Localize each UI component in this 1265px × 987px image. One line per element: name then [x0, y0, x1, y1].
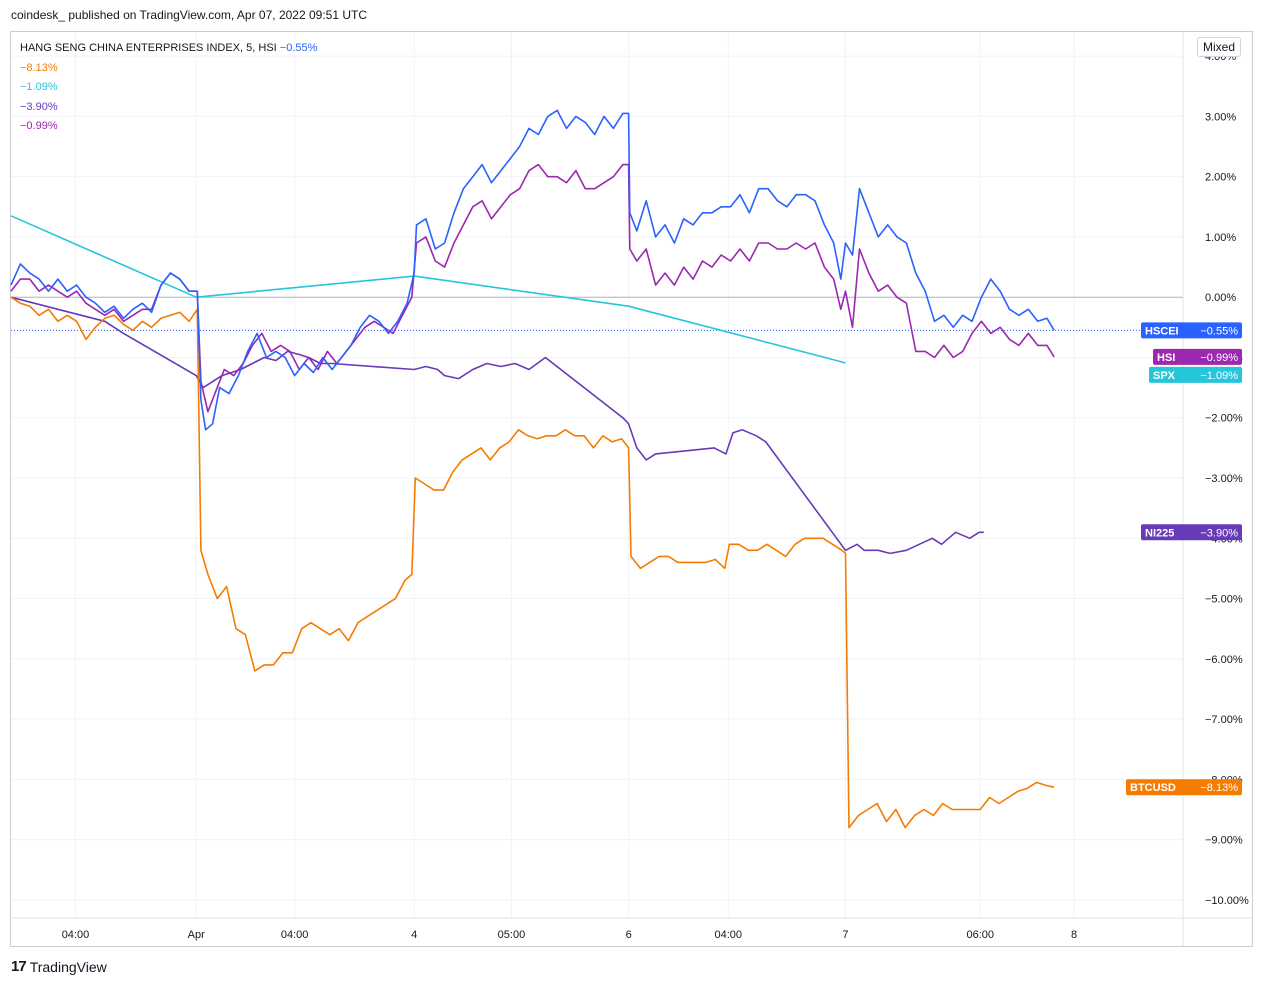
y-tick-label: −7.00%: [1205, 714, 1243, 726]
series-line-ni225: [10, 296, 984, 555]
tradingview-logo-icon: 17: [11, 958, 27, 975]
badge-bg-ni225: [1141, 524, 1242, 541]
legend: HANG SENG CHINA ENTERPRISES INDEX, 5, HS…: [20, 39, 317, 137]
badge-value-spx: −1.09%: [1200, 370, 1238, 382]
y-tick-label: −3.00%: [1205, 473, 1243, 485]
legend-row: −0.99%: [20, 120, 58, 132]
y-tick-label: 2.00%: [1205, 172, 1236, 184]
grid-lines: [11, 32, 1252, 946]
legend-main-row: HANG SENG CHINA ENTERPRISES INDEX, 5, HS…: [20, 39, 317, 59]
badge-value-hsi: −0.99%: [1200, 352, 1238, 364]
legend-row: −8.13%: [20, 61, 58, 74]
x-tick-label: Apr: [188, 929, 205, 941]
badge-value-hscei: −0.55%: [1200, 325, 1238, 337]
x-tick-label: 04:00: [281, 929, 309, 941]
x-tick-label: 05:00: [498, 929, 526, 941]
y-tick-label: −9.00%: [1205, 835, 1243, 847]
badge-bg-hscei: [1141, 322, 1242, 339]
last-value-badges: HSCEI −0.55% HSI −0.99% SPX −1.09% NI225 −3.90%…: [1126, 322, 1242, 796]
legend-row: −3.90%: [20, 100, 58, 113]
y-tick-label: −5.00%: [1205, 594, 1243, 606]
series-line-hsi: [10, 163, 1055, 413]
badge-bg-spx: [1149, 366, 1242, 383]
badge-name-hsi: HSI: [1157, 352, 1175, 364]
x-tick-label: 6: [626, 929, 632, 941]
x-tick-label: 06:00: [966, 929, 994, 941]
badge-bg-btcusd: [1126, 779, 1242, 796]
scale-mode-button[interactable]: Mixed: [1197, 37, 1241, 57]
legend-main-change: −0.55%: [279, 42, 318, 54]
badge-value-btcusd: −8.13%: [1200, 782, 1238, 794]
legend-row: −1.09%: [20, 81, 58, 93]
badge-name-spx: SPX: [1153, 370, 1176, 382]
chart-frame: [10, 31, 1253, 947]
reference-lines: [11, 296, 1183, 331]
x-tick-label: 7: [842, 929, 848, 941]
footer-brand: TradingView: [29, 958, 107, 975]
badge-value-ni225: −3.90%: [1200, 527, 1238, 539]
series-lines: [10, 109, 1055, 829]
y-tick-label: −10.00%: [1205, 895, 1249, 907]
y-tick-label: 0.00%: [1205, 292, 1236, 304]
price-axis: 4.00%3.00%2.00%1.00%0.00%−1.00%−2.00%−3.…: [1205, 51, 1249, 907]
series-line-hscei: [10, 109, 1055, 431]
badge-name-hscei: HSCEI: [1145, 325, 1179, 337]
x-tick-label: 04:00: [714, 929, 742, 941]
badge-name-btcusd: BTCUSD: [1130, 782, 1176, 794]
y-tick-label: 3.00%: [1205, 111, 1236, 123]
x-tick-label: 8: [1071, 929, 1077, 941]
y-tick-label: −2.00%: [1205, 413, 1243, 425]
time-axis: 04:00 Apr 04:00 4 05:00 6 04:00 7 06:00 8: [62, 929, 1077, 941]
badge-name-ni225: NI225: [1145, 527, 1174, 539]
legend-rows: −8.13% −1.09% −3.90% −0.99%: [20, 59, 317, 137]
publish-header: coindesk_ published on TradingView.com, …: [11, 8, 368, 22]
footer[interactable]: 17 TradingView: [11, 958, 107, 975]
legend-main-label: HANG SENG CHINA ENTERPRISES INDEX, 5, HS…: [20, 42, 277, 54]
series-line-btcusd: [10, 296, 1055, 829]
y-tick-label: −6.00%: [1205, 654, 1243, 666]
y-tick-label: 1.00%: [1205, 232, 1236, 244]
x-tick-label: 4: [411, 929, 417, 941]
x-tick-label: 04:00: [62, 929, 90, 941]
badge-bg-hsi: [1153, 348, 1242, 365]
